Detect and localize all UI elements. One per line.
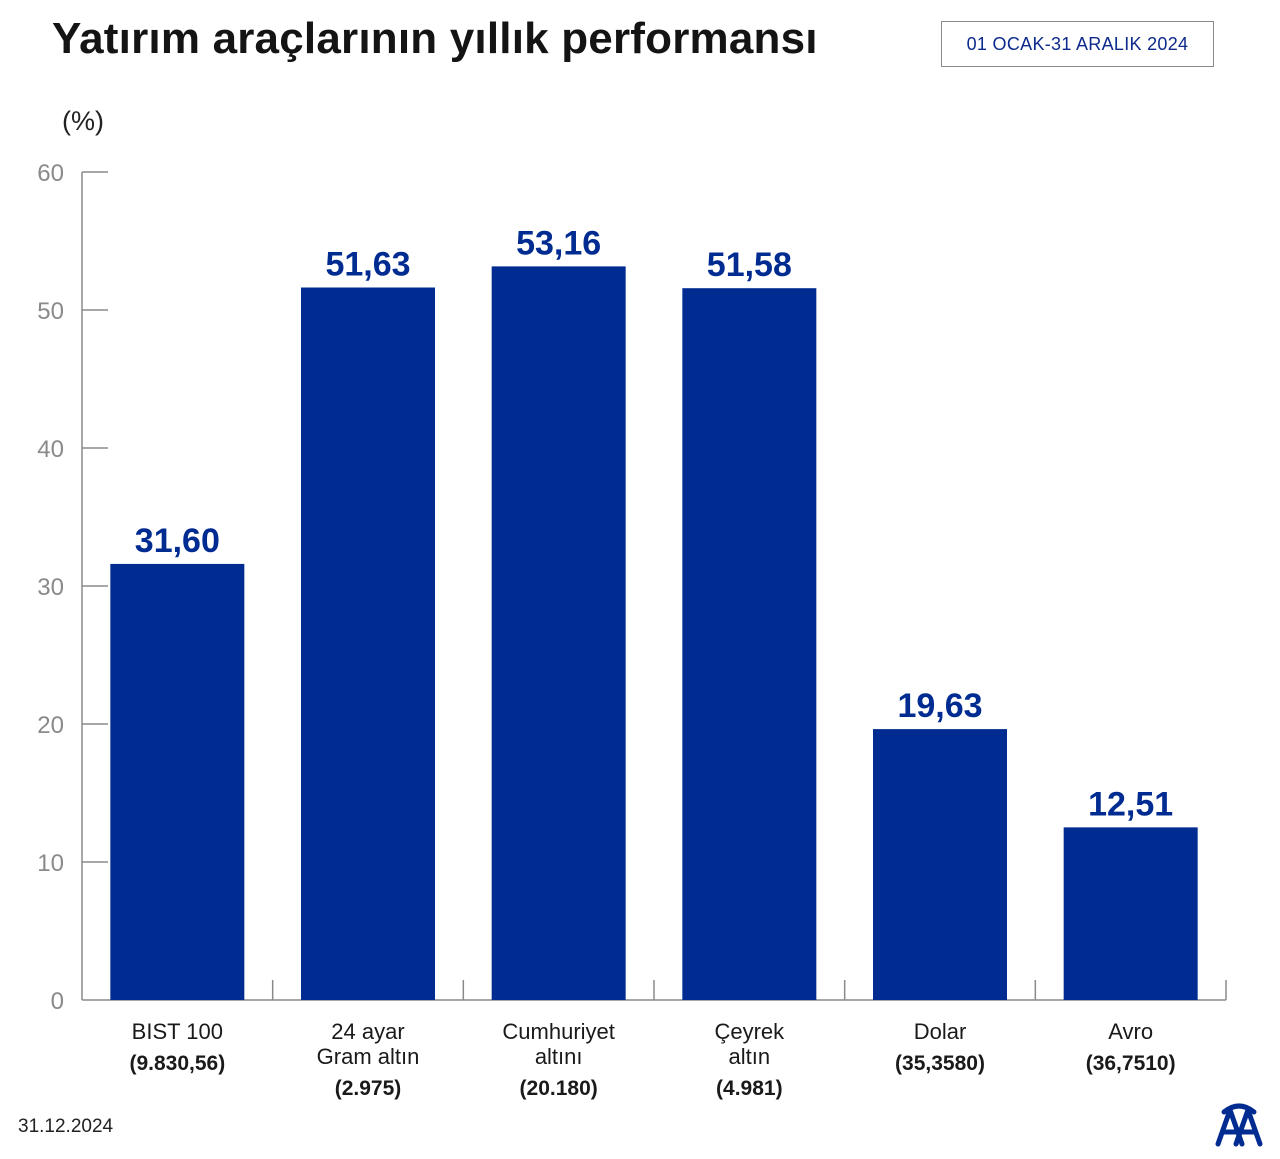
bar [301, 287, 435, 1001]
category-sub-label: (9.830,56) [129, 1052, 225, 1075]
category-label: altın [729, 1044, 771, 1069]
y-tick-label: 20 [37, 712, 64, 739]
category-label: Avro [1108, 1019, 1153, 1044]
y-axis-unit: (%) [62, 106, 104, 136]
y-tick-label: 0 [51, 988, 64, 1015]
category-sub-label: (35,3580) [895, 1052, 985, 1075]
bar [682, 288, 817, 1000]
category-label: altını [535, 1044, 583, 1069]
bar [110, 563, 245, 1000]
y-tick-label: 40 [37, 436, 64, 463]
category-sub-label: (20.180) [520, 1077, 598, 1100]
bar-value-label: 53,16 [516, 224, 601, 262]
category-label: Dolar [914, 1019, 967, 1044]
bar-value-label: 31,60 [135, 522, 220, 560]
aa-logo-icon [1215, 1103, 1263, 1147]
category-sub-label: (2.975) [335, 1077, 402, 1100]
category-label: Çeyrek [714, 1019, 785, 1044]
y-tick-label: 60 [37, 160, 64, 187]
bar-value-label: 12,51 [1088, 785, 1173, 823]
date-range-badge: 01 OCAK-31 ARALIK 2024 [941, 21, 1214, 67]
bar [873, 729, 1007, 1000]
footer-date: 31.12.2024 [18, 1116, 114, 1137]
y-tick-label: 50 [37, 298, 64, 325]
bar [1063, 827, 1198, 1000]
chart-title: Yatırım araçlarının yıllık performansı [52, 14, 818, 63]
category-label: 24 ayar [331, 1019, 404, 1044]
category-sub-label: (36,7510) [1086, 1052, 1176, 1075]
category-label: BIST 100 [132, 1019, 223, 1044]
category-label: Gram altın [317, 1044, 420, 1069]
bar-value-label: 51,58 [707, 246, 792, 284]
y-tick-label: 10 [37, 850, 64, 877]
category-label: Cumhuriyet [502, 1019, 614, 1044]
category-sub-label: (4.981) [716, 1077, 783, 1100]
bar-value-label: 19,63 [897, 687, 982, 725]
bar-value-label: 51,63 [325, 246, 410, 284]
bar [491, 266, 626, 1001]
y-tick-label: 30 [37, 574, 64, 601]
